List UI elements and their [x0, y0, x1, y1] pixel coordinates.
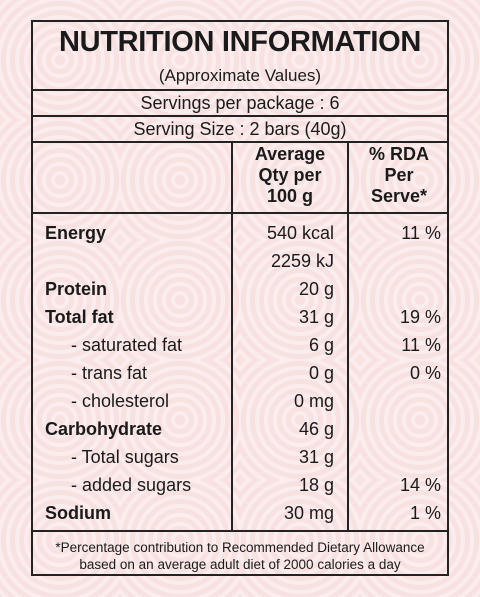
column-divider — [347, 141, 349, 530]
row-label: Energy — [45, 223, 107, 243]
column-header: % RDA — [368, 144, 429, 164]
column-header: Qty per — [258, 165, 322, 185]
column-divider — [231, 141, 233, 530]
row-quantity: 6 g — [308, 335, 334, 355]
footnote-line: based on an average adult diet of 2000 c… — [79, 557, 401, 572]
row-quantity: 20 g — [298, 279, 334, 299]
row-quantity: 0 g — [308, 363, 334, 383]
row-rda: 0 % — [409, 363, 441, 383]
row-quantity: 18 g — [298, 475, 334, 495]
row-label: Sodium — [45, 503, 111, 523]
row-rda: 19 % — [399, 307, 441, 327]
footnote-line: *Percentage contribution to Recommended … — [55, 540, 425, 555]
row-label: Total fat — [45, 307, 114, 327]
row-label: - cholesterol — [71, 391, 170, 411]
row-label: - added sugars — [71, 475, 192, 495]
row-quantity: 2259 kJ — [270, 251, 334, 271]
footnote: *Percentage contribution to Recommended … — [33, 539, 447, 573]
row-rda: 14 % — [399, 475, 441, 495]
column-header: Serve* — [370, 186, 428, 206]
row-label: - Total sugars — [71, 447, 179, 467]
subtitle: (Approximate Values) — [158, 66, 322, 85]
row-rda: 11 % — [401, 335, 441, 355]
divider — [33, 141, 447, 143]
divider — [33, 89, 447, 91]
nutrition-label: NUTRITION INFORMATION (Approximate Value… — [31, 20, 449, 576]
divider — [33, 212, 447, 214]
column-header: Per — [384, 165, 414, 185]
row-quantity: 0 mg — [293, 391, 334, 411]
column-header: Average — [254, 144, 326, 164]
row-quantity: 30 mg — [283, 503, 334, 523]
row-quantity: 31 g — [298, 307, 334, 327]
divider — [33, 530, 447, 532]
row-rda: 11 % — [401, 223, 441, 243]
row-label: - saturated fat — [71, 335, 183, 355]
row-quantity: 540 kcal — [266, 223, 334, 243]
row-label: Protein — [45, 279, 108, 299]
column-header: 100 g — [266, 186, 314, 206]
row-label: - trans fat — [71, 363, 148, 383]
row-quantity: 31 g — [298, 447, 334, 467]
row-quantity: 46 g — [298, 419, 334, 439]
servings: Servings per package : 6 — [140, 93, 340, 113]
divider — [33, 115, 447, 117]
serving-size: Serving Size : 2 bars (40g) — [133, 119, 347, 139]
title: NUTRITION INFORMATION — [58, 26, 422, 58]
row-label: Carbohydrate — [45, 419, 163, 439]
row-rda: 1 % — [409, 503, 441, 523]
